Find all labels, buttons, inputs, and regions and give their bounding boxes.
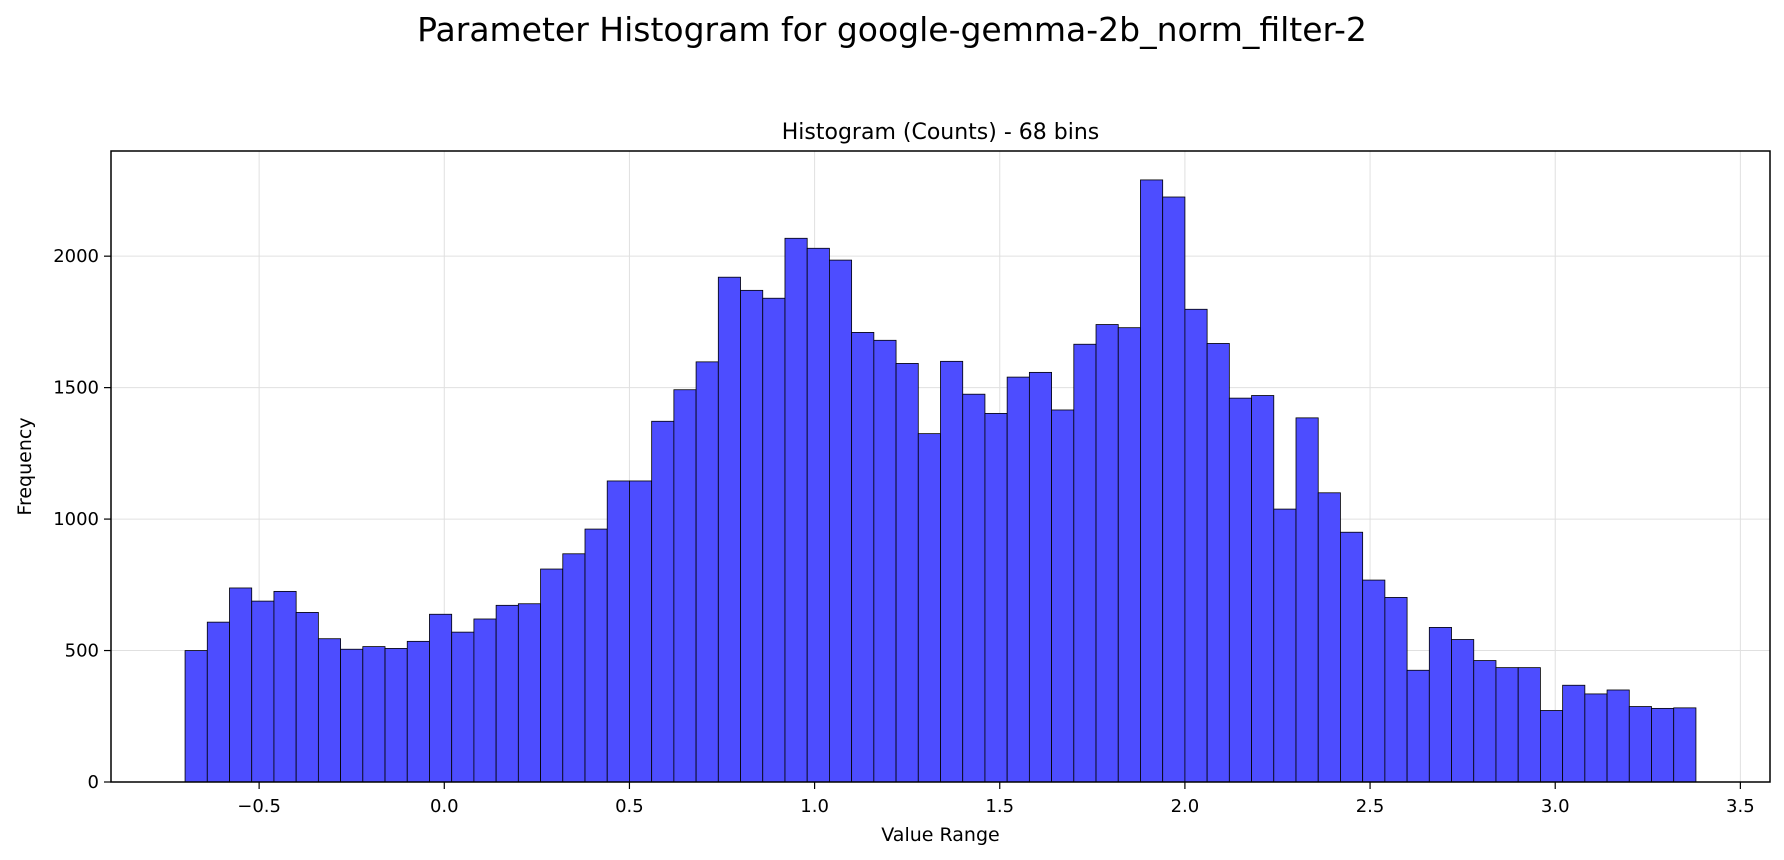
x-tick-label: 3.0 (1541, 796, 1570, 817)
histogram-bar (540, 568, 564, 783)
histogram-bar (1117, 327, 1141, 783)
histogram-bar (673, 389, 697, 783)
histogram-bar (984, 412, 1008, 783)
histogram-bar (1473, 660, 1497, 783)
histogram-bar (1206, 343, 1230, 783)
histogram-bar (451, 631, 475, 783)
histogram-bar (340, 648, 364, 783)
histogram-bar (1006, 376, 1030, 783)
histogram-bar (206, 621, 230, 783)
histogram-bar (1095, 324, 1119, 783)
histogram-bar (429, 613, 453, 783)
histogram-bar (962, 393, 986, 783)
histogram-bar (384, 648, 408, 783)
histogram-bar (1317, 492, 1341, 783)
histogram-bar (562, 553, 586, 783)
histogram-bar (406, 640, 430, 783)
x-tick-label: 0.0 (430, 796, 459, 817)
histogram-bar (606, 480, 630, 783)
histogram-bar (473, 618, 497, 783)
histogram-bar (1251, 395, 1275, 783)
y-axis-label: Frequency (14, 417, 36, 515)
histogram-bar (184, 650, 208, 783)
axes-title: Histogram (Counts) - 68 bins (782, 120, 1099, 145)
histogram-bar (895, 363, 919, 783)
histogram-bar (1340, 531, 1364, 783)
x-tick-label: 3.5 (1726, 796, 1755, 817)
y-tick-label: 0 (88, 772, 99, 793)
histogram-bar (1073, 343, 1097, 783)
histogram-bar (273, 590, 297, 783)
x-axis-label: Value Range (881, 824, 999, 846)
histogram-bar (1184, 308, 1208, 783)
histogram-bar (784, 237, 808, 783)
histogram-bar (806, 247, 830, 783)
x-tick-label: 0.5 (615, 796, 644, 817)
histogram-bar (1362, 579, 1386, 783)
y-tick-label: 1000 (53, 509, 99, 530)
histogram-bar (851, 332, 875, 783)
histogram-bar (1428, 627, 1452, 783)
histogram-bar (917, 433, 941, 783)
histogram-bar (1584, 693, 1608, 783)
histogram-bar (651, 420, 675, 783)
histogram-bar (940, 360, 964, 783)
histogram-bar (1517, 667, 1541, 783)
histogram-bar (762, 297, 786, 783)
x-tick-label: 2.5 (1356, 796, 1385, 817)
histogram-bar (629, 480, 653, 783)
figure-title: Parameter Histogram for google-gemma-2b_… (417, 10, 1367, 49)
histogram-bar (1273, 508, 1297, 783)
histogram-bar (1540, 710, 1564, 783)
x-tick-label: 1.5 (985, 796, 1014, 817)
histogram-bars (184, 179, 1697, 783)
x-tick-label: 1.0 (800, 796, 829, 817)
y-tick-label: 500 (65, 641, 99, 662)
histogram-bar (1295, 417, 1319, 783)
histogram-bar (251, 600, 275, 783)
histogram-bar (873, 339, 897, 783)
histogram-bar (495, 604, 519, 783)
histogram-bar (1406, 669, 1430, 783)
histogram-bar (1495, 667, 1519, 783)
histogram-bar (229, 587, 253, 783)
x-tick-label: 2.0 (1171, 796, 1200, 817)
histogram-bar (1606, 689, 1630, 783)
histogram-bar (1673, 707, 1697, 783)
histogram-bar (695, 361, 719, 783)
plot-frame (110, 150, 1771, 783)
histogram-bar (829, 259, 853, 783)
histogram-bar (740, 289, 764, 783)
histogram-bar (1562, 684, 1586, 783)
histogram-bar (584, 528, 608, 783)
histogram-bar (1651, 707, 1675, 783)
x-tick-label: −0.5 (237, 796, 281, 817)
y-tick-label: 1500 (53, 378, 99, 399)
histogram-bar (517, 603, 541, 783)
histogram-bar (1384, 597, 1408, 783)
histogram-bar (362, 646, 386, 783)
histogram-bar (717, 276, 741, 783)
histogram-bar (1451, 639, 1475, 783)
histogram-bar (295, 612, 319, 783)
histogram-bar (1162, 196, 1186, 783)
histogram-bar (1051, 409, 1075, 783)
histogram-bar (1140, 179, 1164, 783)
axis-ticks: −0.5 0.0 0.5 1.0 1.5 2.0 2.5 3.0 3.5 0 500 1000 1500… (53, 246, 1755, 817)
histogram-bar (1228, 397, 1252, 783)
histogram-bar (1628, 706, 1652, 783)
histogram-bar (1028, 371, 1052, 783)
histogram-bar (317, 638, 341, 783)
y-tick-label: 2000 (53, 246, 99, 267)
